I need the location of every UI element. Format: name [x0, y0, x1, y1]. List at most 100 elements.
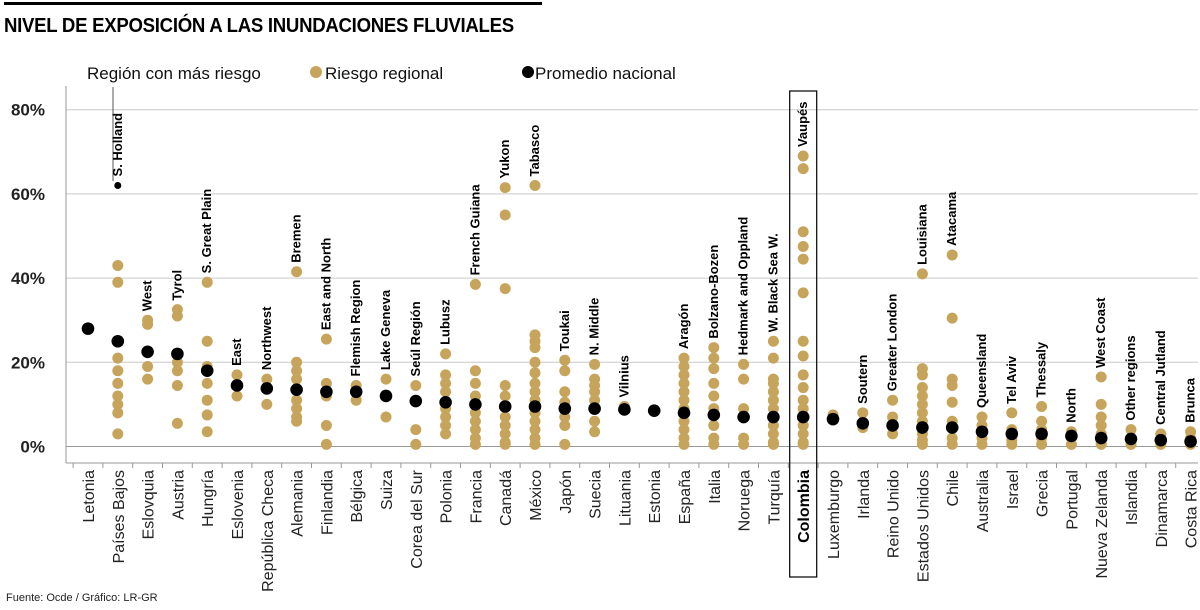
regional-point-canada-7 — [499, 428, 511, 440]
x-label-suecia: Suecia — [588, 470, 605, 519]
regional-point-italia-8 — [708, 438, 720, 450]
regional-point-francia-0 — [469, 278, 481, 290]
regional-point-polonia-3 — [440, 386, 452, 398]
regional-point-colombia-1 — [797, 163, 809, 175]
regional-point-turquia-1 — [767, 352, 779, 364]
source-note: Fuente: Ocde / Gráfico: LR-GR — [6, 592, 158, 604]
x-label-noruega: Noruega — [737, 470, 754, 531]
regional-point-polonia-2 — [440, 377, 452, 389]
national-point-suecia — [588, 402, 601, 415]
regional-point-hungria-4 — [201, 394, 213, 406]
regional-point-republica-checa-0 — [261, 373, 273, 385]
regional-point-alemania-4 — [291, 394, 303, 406]
regional-point-espana-3 — [678, 377, 690, 389]
regional-point-espana-0 — [678, 352, 690, 364]
legend-regional-marker — [310, 66, 322, 78]
regional-point-reino-unido-1 — [887, 411, 899, 423]
regional-point-hungria-3 — [201, 377, 213, 389]
regional-point-hungria-6 — [201, 426, 213, 438]
regional-point-australia-3 — [976, 438, 988, 450]
x-label-finlandia: Finlandia — [319, 470, 336, 535]
regional-point-francia-8 — [469, 438, 481, 450]
national-point-estonia — [647, 404, 661, 418]
regional-point-mexico-7 — [529, 386, 541, 398]
regional-point-nueva-zelanda-2 — [1095, 411, 1107, 423]
regional-point-canada-1 — [499, 209, 511, 221]
regional-point-estados-unidos-0 — [916, 268, 928, 280]
regional-point-mexico-0 — [529, 179, 541, 191]
regional-point-finlandia-3 — [320, 419, 332, 431]
regional-point-suecia-6 — [589, 426, 601, 438]
national-point-estados-unidos — [916, 421, 929, 434]
regional-point-mexico-4 — [529, 356, 541, 368]
regional-point-polonia-6 — [440, 419, 452, 431]
x-label-lituania: Lituania — [617, 470, 634, 526]
x-label-costa-rica: Costa Rica — [1184, 470, 1200, 548]
gridlines — [66, 109, 1198, 447]
national-point-polonia — [439, 395, 452, 409]
regional-point-francia-1 — [469, 365, 481, 377]
national-point-israel — [1005, 427, 1019, 441]
regional-point-espana-8 — [678, 424, 690, 436]
y-tick-label-20: 20% — [11, 353, 45, 372]
regional-point-colombia-4 — [797, 253, 809, 265]
national-point-francia — [469, 398, 482, 411]
regional-point-belgica-1 — [350, 394, 362, 406]
regional-point-mexico-6 — [529, 377, 541, 389]
regional-point-austria-1 — [171, 310, 183, 322]
regional-point-canada-9 — [499, 438, 511, 450]
regional-point-suecia-0 — [589, 358, 601, 370]
regional-point-turquia-0 — [767, 335, 779, 347]
regional-point-japon-2 — [559, 386, 571, 398]
regional-point-canada-4 — [499, 390, 511, 402]
y-tick-label-80: 80% — [11, 101, 45, 120]
regional-point-japon-5 — [559, 419, 571, 431]
region-label-italia: Bolzano-Bozen — [706, 245, 721, 339]
national-point-finlandia — [320, 385, 333, 399]
national-point-nueva-zelanda — [1094, 431, 1108, 445]
national-point-chile — [945, 421, 959, 434]
x-label-austria: Austria — [170, 470, 187, 520]
regional-point-italia-6 — [708, 419, 720, 431]
regional-point-paises-bajos-5 — [112, 377, 124, 389]
x-label-corea-del-sur: Corea del Sur — [409, 469, 426, 568]
x-label-irlanda: Irlanda — [856, 470, 873, 519]
data-points — [81, 150, 1197, 450]
x-label-hungria: Hungría — [200, 470, 217, 527]
regional-point-turquia-4 — [767, 386, 779, 398]
regional-point-turquia-7 — [767, 419, 779, 431]
national-point-eslovenia — [230, 379, 244, 392]
national-point-eslovquia — [141, 345, 154, 359]
legend: Región con más riesgo Riesgo regional Pr… — [87, 64, 676, 181]
regional-point-portugal-2 — [1065, 438, 1077, 450]
x-label-republica-checa: República Checa — [260, 470, 277, 592]
max-point-paises-bajos — [114, 181, 122, 189]
region-label-eslovenia: East — [229, 338, 244, 366]
national-point-portugal — [1065, 429, 1078, 443]
regional-point-espana-4 — [678, 386, 690, 398]
region-label-espana: Aragón — [676, 304, 691, 350]
regional-point-finlandia-1 — [320, 377, 332, 389]
regional-point-eslovquia-2 — [142, 361, 154, 373]
x-label-grecia: Grecia — [1035, 470, 1052, 517]
regional-point-colombia-9 — [797, 382, 809, 394]
regional-point-alemania-5 — [291, 403, 303, 415]
regional-point-nueva-zelanda-1 — [1095, 398, 1107, 410]
regional-point-grecia-0 — [1036, 401, 1048, 413]
region-label-turquia: W. Black Sea W. — [765, 233, 780, 332]
regional-point-canada-5 — [499, 411, 511, 423]
national-point-alemania — [290, 383, 303, 396]
regional-point-turquia-8 — [767, 428, 779, 440]
regional-point-colombia-8 — [797, 369, 809, 381]
x-label-espana: España — [677, 470, 694, 524]
regional-point-corea-del-sur-0 — [410, 379, 422, 391]
regional-point-grecia-4 — [1036, 438, 1048, 450]
y-tick-label-40: 40% — [11, 269, 45, 288]
regional-point-colombia-0 — [797, 150, 809, 162]
regional-point-turquia-6 — [767, 403, 779, 415]
regional-point-polonia-1 — [440, 369, 452, 381]
region-label-hungria: S. Great Plain — [199, 189, 214, 274]
regional-point-chile-7 — [946, 438, 958, 450]
regional-point-francia-4 — [469, 407, 481, 419]
